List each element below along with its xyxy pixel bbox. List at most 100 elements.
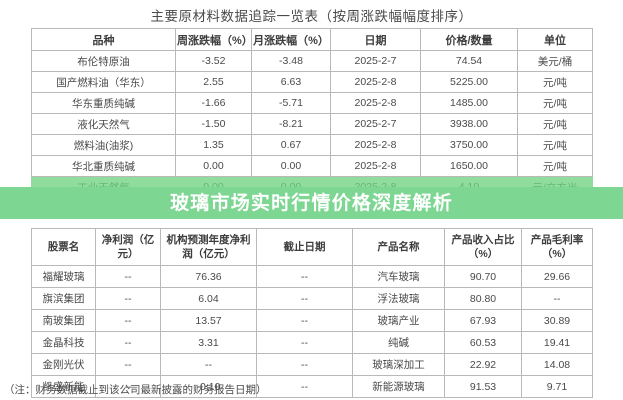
cell-revenue-share: 67.93 bbox=[444, 309, 522, 332]
cell-unit: 元/吨 bbox=[517, 155, 593, 177]
column-header-unit: 单位 bbox=[517, 28, 593, 51]
cell-net-profit: -- bbox=[95, 287, 161, 310]
cell-product-name: 新能源玻璃 bbox=[352, 375, 445, 398]
cell-stock-name: 金刚光伏 bbox=[31, 353, 96, 376]
cell-unit: 元/吨 bbox=[517, 134, 593, 156]
table-row: 福耀玻璃 -- 76.36 -- 汽车玻璃 90.70 29.66 bbox=[31, 265, 593, 288]
cell-product-name: 玻璃深加工 bbox=[352, 353, 445, 376]
cell-unit: 元/吨 bbox=[517, 113, 593, 135]
cell-weekly-change: -3.52 bbox=[175, 50, 252, 72]
cell-stock-name: 南玻集团 bbox=[31, 309, 96, 332]
column-header-date: 日期 bbox=[330, 28, 421, 51]
cell-cutoff-date: -- bbox=[256, 265, 353, 288]
cell-monthly-change: 0.00 bbox=[251, 155, 331, 177]
table-row: 凯盛新能 -- -0.10 -- 新能源玻璃 91.53 9.71 bbox=[31, 375, 593, 398]
cell-monthly-change: 6.63 bbox=[251, 71, 331, 93]
column-header-price-quantity: 价格/数量 bbox=[420, 28, 518, 51]
cell-gross-margin: 30.89 bbox=[521, 309, 593, 332]
cell-net-profit: -- bbox=[95, 309, 161, 332]
cell-price-quantity: 1650.00 bbox=[420, 155, 518, 177]
cell-weekly-change: -1.50 bbox=[175, 113, 252, 135]
cell-gross-margin: 14.08 bbox=[521, 353, 593, 376]
table-row: 燃料油(油浆) 1.35 0.67 2025-2-8 3750.00 元/吨 bbox=[31, 134, 593, 156]
cell-forecast-net-profit: 3.31 bbox=[160, 331, 257, 354]
cell-stock-name: 旗滨集团 bbox=[31, 287, 96, 310]
cell-gross-margin: 29.66 bbox=[521, 265, 593, 288]
column-header-cutoff-date: 截止日期 bbox=[256, 228, 353, 266]
cell-stock-name: 福耀玻璃 bbox=[31, 265, 96, 288]
cell-weekly-change: 1.35 bbox=[175, 134, 252, 156]
column-header-product-name: 产品名称 bbox=[352, 228, 445, 266]
column-header-gross-margin: 产品毛利率（%） bbox=[521, 228, 593, 266]
cell-material-name: 布伦特原油 bbox=[31, 50, 176, 72]
stocks-table: 股票名 净利润（亿元） 机构预测年度净利润（亿元） 截止日期 产品名称 产品收入… bbox=[31, 228, 593, 398]
cell-weekly-change: -1.66 bbox=[175, 92, 252, 114]
cell-cutoff-date: -- bbox=[256, 353, 353, 376]
stocks-table-header-row: 股票名 净利润（亿元） 机构预测年度净利润（亿元） 截止日期 产品名称 产品收入… bbox=[31, 228, 593, 266]
cell-cutoff-date: -- bbox=[256, 309, 353, 332]
cell-price-quantity: 3750.00 bbox=[420, 134, 518, 156]
cell-gross-margin: -- bbox=[521, 287, 593, 310]
materials-table-title: 主要原材料数据追踪一览表（按周涨跌幅幅度排序） bbox=[150, 9, 473, 24]
table-row: 布伦特原油 -3.52 -3.48 2025-2-7 74.54 美元/桶 bbox=[31, 50, 593, 72]
table-row: 液化天然气 -1.50 -8.21 2025-2-7 3938.00 元/吨 bbox=[31, 113, 593, 135]
cell-material-name: 国产燃料油（华东） bbox=[31, 71, 176, 93]
cell-forecast-net-profit: -- bbox=[160, 353, 257, 376]
cell-cutoff-date: -- bbox=[256, 287, 353, 310]
cell-cutoff-date: -- bbox=[256, 331, 353, 354]
cell-product-name: 玻璃产业 bbox=[352, 309, 445, 332]
column-header-forecast-profit: 机构预测年度净利润（亿元） bbox=[160, 228, 257, 266]
materials-table-header-row: 品种 周涨跌幅（%） 月涨跌幅（%） 日期 价格/数量 单位 bbox=[31, 28, 593, 51]
column-header-stock-name: 股票名 bbox=[31, 228, 96, 266]
cell-unit: 美元/桶 bbox=[517, 50, 593, 72]
cell-forecast-net-profit: 76.36 bbox=[160, 265, 257, 288]
overlay-banner: 玻璃市场实时行情价格深度解析 bbox=[0, 187, 623, 219]
cell-revenue-share: 80.80 bbox=[444, 287, 522, 310]
table-row: 旗滨集团 -- 6.04 -- 浮法玻璃 80.80 -- bbox=[31, 287, 593, 310]
materials-table: 品种 周涨跌幅（%） 月涨跌幅（%） 日期 价格/数量 单位 布伦特原油 -3.5… bbox=[31, 28, 593, 198]
cell-net-profit: -- bbox=[95, 353, 161, 376]
cell-cutoff-date: -- bbox=[256, 375, 353, 398]
cell-price-quantity: 3938.00 bbox=[420, 113, 518, 135]
cell-monthly-change: 0.67 bbox=[251, 134, 331, 156]
table-row: 南玻集团 -- 13.57 -- 玻璃产业 67.93 30.89 bbox=[31, 309, 593, 332]
cell-monthly-change: -8.21 bbox=[251, 113, 331, 135]
cell-gross-margin: 9.71 bbox=[521, 375, 593, 398]
cell-monthly-change: -3.48 bbox=[251, 50, 331, 72]
cell-date: 2025-2-7 bbox=[330, 113, 421, 135]
column-header-net-profit: 净利润（亿元） bbox=[95, 228, 161, 266]
column-header-variety: 品种 bbox=[31, 28, 176, 51]
cell-net-profit: -- bbox=[95, 331, 161, 354]
cell-stock-name: 金晶科技 bbox=[31, 331, 96, 354]
cell-material-name: 燃料油(油浆) bbox=[31, 134, 176, 156]
cell-net-profit: -- bbox=[95, 375, 161, 398]
column-header-revenue-share: 产品收入占比（%） bbox=[444, 228, 522, 266]
cell-material-name: 华北重质纯碱 bbox=[31, 155, 176, 177]
column-header-monthly-change: 月涨跌幅（%） bbox=[251, 28, 331, 51]
cell-revenue-share: 60.53 bbox=[444, 331, 522, 354]
footer-note: （注：财务数据截止到该公司最新披露的财务报告日期） bbox=[4, 384, 267, 396]
cell-unit: 元/吨 bbox=[517, 71, 593, 93]
cell-weekly-change: 0.00 bbox=[175, 155, 252, 177]
table-row: 金刚光伏 -- -- -- 玻璃深加工 22.92 14.08 bbox=[31, 353, 593, 376]
cell-product-name: 纯碱 bbox=[352, 331, 445, 354]
cell-date: 2025-2-8 bbox=[330, 155, 421, 177]
cell-forecast-net-profit: 13.57 bbox=[160, 309, 257, 332]
cell-material-name: 液化天然气 bbox=[31, 113, 176, 135]
table-row: 国产燃料油（华东） 2.55 6.63 2025-2-8 5225.00 元/吨 bbox=[31, 71, 593, 93]
table-row: 金晶科技 -- 3.31 -- 纯碱 60.53 19.41 bbox=[31, 331, 593, 354]
cell-price-quantity: 5225.00 bbox=[420, 71, 518, 93]
cell-monthly-change: -5.71 bbox=[251, 92, 331, 114]
table-row: 华北重质纯碱 0.00 0.00 2025-2-8 1650.00 元/吨 bbox=[31, 155, 593, 177]
cell-revenue-share: 91.53 bbox=[444, 375, 522, 398]
cell-gross-margin: 19.41 bbox=[521, 331, 593, 354]
cell-product-name: 浮法玻璃 bbox=[352, 287, 445, 310]
cell-material-name: 华东重质纯碱 bbox=[31, 92, 176, 114]
cell-date: 2025-2-8 bbox=[330, 71, 421, 93]
cell-date: 2025-2-8 bbox=[330, 134, 421, 156]
column-header-weekly-change: 周涨跌幅（%） bbox=[175, 28, 252, 51]
cell-stock-name: 凯盛新能 bbox=[31, 375, 96, 398]
cell-forecast-net-profit: -0.10 bbox=[160, 375, 257, 398]
cell-date: 2025-2-7 bbox=[330, 50, 421, 72]
